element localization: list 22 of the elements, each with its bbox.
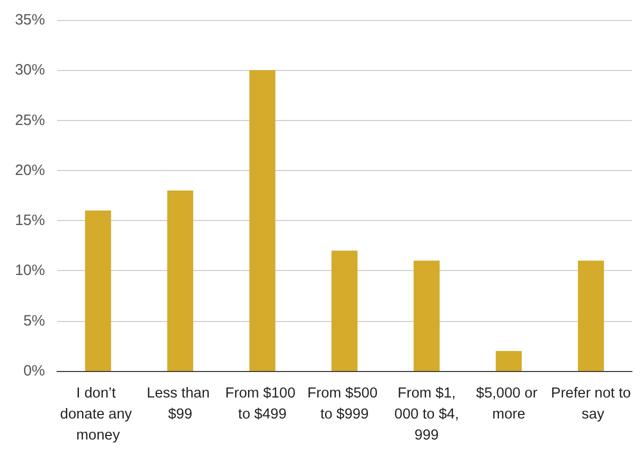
y-tick-label: 15%	[14, 212, 45, 230]
bar	[167, 190, 194, 371]
y-tick-label: 30%	[14, 62, 45, 79]
y-tick-label: 25%	[14, 112, 45, 129]
bar	[578, 260, 604, 371]
y-tick-label: 5%	[23, 312, 45, 330]
bar	[332, 250, 358, 371]
y-tick-label: 0%	[23, 362, 45, 380]
y-tick-label: 10%	[14, 262, 45, 280]
x-tick-label: $5,000 or more	[476, 386, 542, 422]
y-tick-label: 35%	[14, 12, 45, 28]
x-tick-label: I don’t donate any money	[60, 386, 136, 444]
bar	[249, 70, 276, 371]
x-tick-label: From $500 to $999	[307, 386, 382, 422]
bar	[496, 350, 522, 371]
bar	[414, 260, 440, 371]
x-tick-label: From $1,000 to $4,999	[394, 386, 459, 444]
x-tick-label: Prefer not to say	[551, 386, 631, 422]
x-tick-label: Less than $99	[146, 386, 214, 422]
x-tick-label: From $100 to $499	[225, 386, 300, 422]
bar	[85, 210, 112, 371]
y-tick-label: 20%	[14, 162, 45, 179]
